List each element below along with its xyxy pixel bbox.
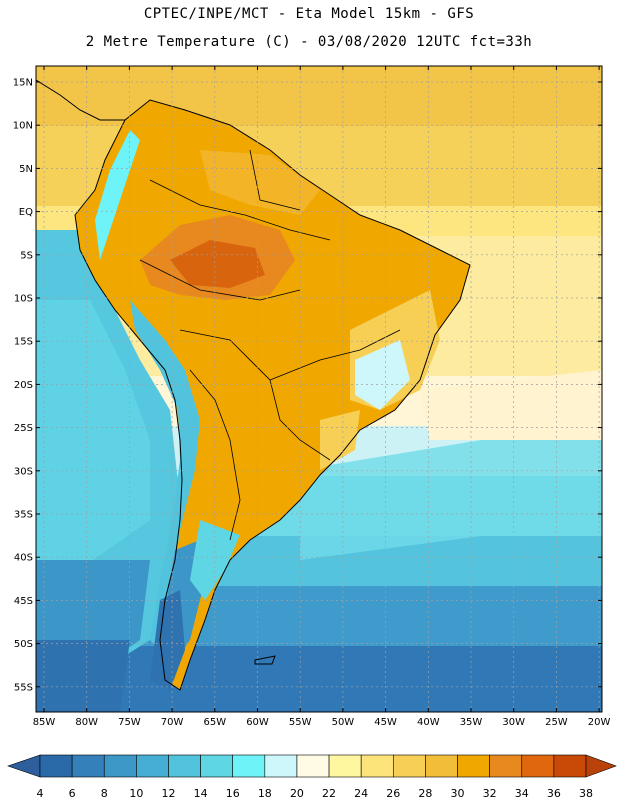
colorbar-label: 10 [129, 787, 143, 800]
colorbar-label: 22 [322, 787, 336, 800]
colorbar-swatch [264, 754, 298, 778]
lat-label: 15N [13, 78, 33, 89]
axis-ticks: 15N 10N 5N EQ 5S 10S 15S 20S 25S 30S 35S 40S 45S 50S 5… [13, 66, 611, 728]
lon-label: 30W [502, 717, 525, 728]
colorbar-label: 26 [386, 787, 400, 800]
colorbar-label: 38 [579, 787, 593, 800]
lon-label: 80W [75, 717, 98, 728]
lat-label: 5S [20, 250, 33, 261]
colorbar-label: 20 [290, 787, 304, 800]
colorbar-label: 18 [258, 787, 272, 800]
colorbar-label: 32 [483, 787, 497, 800]
country-borders [139, 149, 401, 541]
lat-label: 30S [14, 466, 33, 477]
colorbar-swatch [521, 754, 555, 778]
colorbar-swatch [103, 754, 137, 778]
lat-label: 10N [13, 121, 33, 132]
colorbar-swatch [489, 754, 523, 778]
lon-label: 65W [203, 717, 226, 728]
title-line-2: 2 Metre Temperature (C) - 03/08/2020 12U… [85, 34, 533, 50]
colorbar-swatch [457, 754, 490, 778]
colorbar: 4 6 8 10 12 14 16 18 20 22 24 26 28 30 32 34 36 38 [7, 754, 617, 800]
lat-label: 35S [14, 510, 33, 521]
colorbar-label: 24 [354, 787, 368, 800]
colorbar-swatch [553, 754, 587, 778]
title-line-1: CPTEC/INPE/MCT - Eta Model 15km - GFS [143, 6, 475, 22]
lat-label: 5N [19, 164, 33, 175]
colorbar-label: 8 [101, 787, 108, 800]
lat-label: 55S [14, 682, 33, 693]
lon-label: 85W [33, 717, 56, 728]
colorbar-label: 6 [69, 787, 76, 800]
lon-label: 70W [161, 717, 184, 728]
coastline [36, 79, 471, 691]
colorbar-label: 28 [418, 787, 432, 800]
colorbar-swatch [136, 754, 169, 778]
lat-label: 25S [14, 423, 33, 434]
colorbar-label: 30 [451, 787, 465, 800]
map-frame [35, 65, 603, 713]
lon-label: 25W [545, 717, 568, 728]
graticule [36, 66, 602, 712]
lon-label: 20W [588, 717, 611, 728]
colorbar-swatch [425, 754, 458, 778]
colorbar-swatch [39, 754, 73, 778]
lat-label: 45S [14, 596, 33, 607]
colorbar-swatch [392, 754, 426, 778]
colorbar-label: 12 [161, 787, 175, 800]
colorbar-label: 14 [194, 787, 208, 800]
colorbar-low-arrow [7, 754, 41, 778]
lat-label: 10S [14, 294, 33, 305]
lat-label: 40S [14, 553, 33, 564]
colorbar-label: 4 [37, 787, 44, 800]
colorbar-swatch [296, 754, 330, 778]
temperature-field [36, 66, 602, 712]
colorbar-swatch [328, 754, 362, 778]
colorbar-high-arrow [585, 754, 617, 778]
colorbar-swatch [200, 754, 234, 778]
lat-label: 50S [14, 639, 33, 650]
lat-label: EQ [19, 207, 33, 218]
lon-label: 35W [460, 717, 483, 728]
lon-label: 55W [289, 717, 312, 728]
lon-label: 50W [332, 717, 355, 728]
lon-label: 75W [118, 717, 141, 728]
colorbar-label: 34 [515, 787, 529, 800]
lon-label: 60W [246, 717, 269, 728]
colorbar-swatch [168, 754, 201, 778]
lon-label: 45W [374, 717, 397, 728]
colorbar-swatch [232, 754, 266, 778]
colorbar-label: 16 [226, 787, 240, 800]
colorbar-swatch [71, 754, 105, 778]
lat-label: 20S [14, 380, 33, 391]
lon-label: 40W [417, 717, 440, 728]
colorbar-label: 36 [547, 787, 561, 800]
lat-label: 15S [14, 337, 33, 348]
colorbar-swatch [360, 754, 394, 778]
